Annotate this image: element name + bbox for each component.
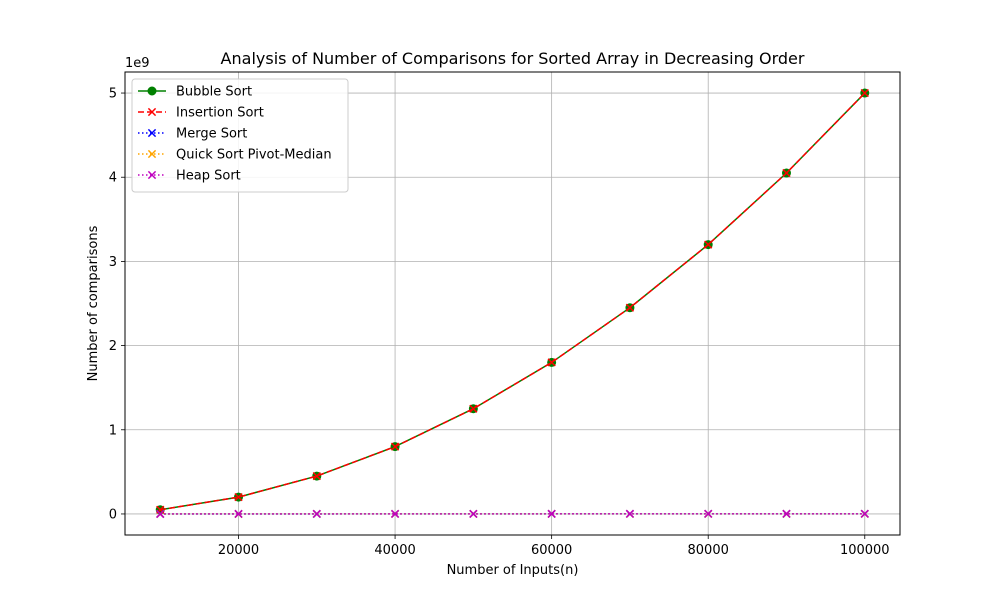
data-point-heap-sort [782,509,791,518]
legend-item-bubble-sort: Bubble Sort [138,85,252,100]
legend-item-quick-sort-pivot-median: Quick Sort Pivot-Median [138,148,332,163]
x-tick-label: 40000 [374,543,415,558]
legend-box [131,78,349,193]
data-point-insertion-sort [547,358,556,367]
data-point-heap-sort [625,509,635,518]
series-line-insertion-sort [160,92,866,511]
series-layer [155,88,870,519]
x-tick-label: 60000 [531,543,572,558]
data-point-heap-sort [704,509,713,518]
legend-marker [147,107,157,117]
legend-marker [147,170,157,180]
legend-marker [147,128,157,138]
legend-label: Insertion Sort [176,106,264,121]
data-point-heap-sort [156,509,165,519]
data-point-heap-sort [547,509,556,518]
y-tick-label: 3 [109,255,117,270]
legend-label: Quick Sort Pivot-Median [176,148,332,163]
y-offset-label: 1e9 [125,56,150,71]
data-point-insertion-sort [390,442,400,451]
data-point-heap-sort [234,509,243,519]
data-point-heap-sort [469,509,478,518]
series-heap-sort [156,509,869,519]
x-tick-label: 20000 [218,543,259,558]
legend-label: Heap Sort [176,169,241,184]
data-point-insertion-sort [312,471,321,481]
y-tick-label: 0 [109,507,117,522]
chart-title: Analysis of Number of Comparisons for So… [221,49,805,68]
grid-lines [125,72,900,535]
legend-marker [147,86,157,96]
data-point-insertion-sort [860,88,869,98]
data-point-insertion-sort [625,303,635,312]
legend-label: Merge Sort [176,127,247,142]
legend-label: Bubble Sort [176,85,252,100]
data-point-insertion-sort [704,240,713,249]
legend-item-insertion-sort: Insertion Sort [138,106,264,121]
y-tick-label: 1 [109,423,117,438]
y-tick-label: 5 [109,87,117,102]
x-axis-label: Number of Inputs(n) [447,563,579,578]
y-tick-label: 4 [109,171,117,186]
data-point-insertion-sort [782,168,791,178]
y-axis-label: Number of comparisons [86,225,101,381]
data-point-insertion-sort [469,404,478,413]
y-axis: 0 1 2 3 4 5 [109,87,125,522]
y-tick-label: 2 [109,339,117,354]
data-point-insertion-sort [234,492,243,502]
legend-marker [147,149,157,159]
x-axis: 20000 40000 60000 80000 100000 [218,535,890,558]
x-tick-label: 100000 [840,543,890,558]
x-tick-label: 80000 [688,543,729,558]
legend: Bubble Sort Insertion Sort Merge Sort Quick… [131,78,349,193]
plot-frame [124,71,901,536]
legend-item-heap-sort: Heap Sort [138,169,241,184]
data-point-heap-sort [312,509,321,519]
legend-item-merge-sort: Merge Sort [138,127,247,142]
data-point-heap-sort [860,509,869,518]
data-point-heap-sort [390,509,400,518]
